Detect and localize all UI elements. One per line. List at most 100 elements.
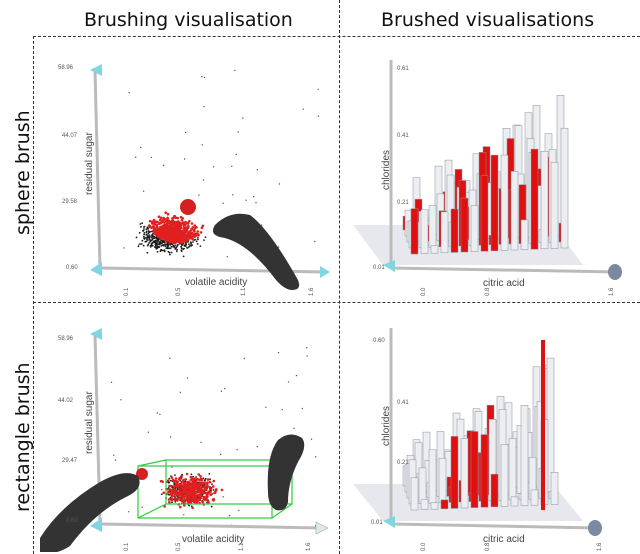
origin-handle[interactable] xyxy=(383,260,395,272)
selected-point xyxy=(158,218,162,222)
y-tick: 29.58 xyxy=(62,199,78,205)
selected-point xyxy=(182,495,186,499)
data-point xyxy=(142,190,145,192)
x-axis-label: citric acid xyxy=(483,278,525,289)
rect-bars-panel[interactable]: citric acid chlorides 0.60 0.41 0.21 0.0… xyxy=(343,306,638,552)
selected-point xyxy=(152,224,155,228)
data-point xyxy=(166,243,169,245)
y-axis-handle-top[interactable] xyxy=(90,328,102,340)
data-point xyxy=(150,236,153,239)
data-point xyxy=(142,244,145,247)
data-point xyxy=(278,183,281,185)
bar xyxy=(510,171,519,251)
brush-handle[interactable] xyxy=(212,213,300,290)
data-point xyxy=(150,244,153,247)
origin-handle[interactable] xyxy=(90,518,102,532)
y-axis xyxy=(93,69,102,269)
data-point xyxy=(135,156,137,158)
selected-point xyxy=(177,221,180,225)
selected-point xyxy=(184,230,188,234)
selected-point xyxy=(168,234,171,238)
y-axis-handle-top[interactable] xyxy=(90,64,102,76)
data-point xyxy=(176,248,179,251)
x-axis-handle-end[interactable] xyxy=(320,266,330,278)
selected-point xyxy=(167,479,170,482)
bar xyxy=(438,457,447,504)
data-point xyxy=(188,245,191,247)
brush-handle-right[interactable] xyxy=(267,434,305,511)
y-axis-label: residual sugar xyxy=(84,132,95,195)
sphere-brush[interactable] xyxy=(180,199,196,215)
origin-handle[interactable] xyxy=(383,516,395,528)
selected-point xyxy=(179,490,183,494)
y-tick: 58.96 xyxy=(58,336,74,342)
brush-handle-left[interactable] xyxy=(40,473,140,552)
bar xyxy=(560,127,569,249)
data-point xyxy=(155,241,158,244)
selected-point xyxy=(213,491,216,495)
x-axis-handle-end[interactable] xyxy=(315,521,329,535)
data-point xyxy=(168,481,170,484)
selected-point xyxy=(169,230,173,234)
data-point xyxy=(143,228,145,230)
selected-point xyxy=(180,484,184,487)
data-point xyxy=(182,255,185,258)
selected-point xyxy=(170,476,174,479)
data-point xyxy=(200,441,202,443)
selected-point xyxy=(161,480,164,483)
selected-point xyxy=(176,499,179,502)
selected-point xyxy=(178,232,182,235)
data-point xyxy=(160,245,163,247)
data-point xyxy=(170,251,173,254)
sphere-scatter-panel[interactable]: volatile acidity residual sugar 58.96 44… xyxy=(40,40,335,298)
bar xyxy=(440,211,449,254)
data-point xyxy=(203,76,206,79)
y-tick: 0.21 xyxy=(397,460,409,466)
data-point xyxy=(301,407,303,410)
x-axis-handle-end[interactable] xyxy=(588,520,602,536)
rect-scatter-panel[interactable]: volatile acidity residual sugar 58.96 44… xyxy=(40,306,335,552)
data-point xyxy=(173,246,176,248)
data-point xyxy=(169,357,171,359)
data-point xyxy=(314,240,316,243)
data-point xyxy=(147,236,150,239)
selected-point xyxy=(152,229,156,233)
data-point xyxy=(146,251,149,254)
bar xyxy=(440,499,449,510)
selected-point xyxy=(201,224,205,228)
selected-point xyxy=(175,236,179,239)
data-point xyxy=(151,238,154,241)
data-point xyxy=(198,194,200,196)
x-tick: 0.0 xyxy=(421,287,427,296)
data-point xyxy=(226,256,228,258)
scatter-points-selected xyxy=(159,472,224,510)
sphere-bars-panel[interactable]: citric acid chlorides 0.61 0.41 0.21 0.0… xyxy=(343,40,638,298)
x-axis-handle-end[interactable] xyxy=(608,264,622,280)
data-point xyxy=(281,409,283,411)
y-tick: 0.01 xyxy=(371,520,383,526)
selected-point xyxy=(184,237,188,241)
selected-point xyxy=(194,494,197,498)
selected-point xyxy=(184,498,188,501)
data-point xyxy=(232,194,234,196)
selected-point xyxy=(148,219,152,223)
data-point xyxy=(135,236,138,239)
data-point xyxy=(224,387,226,390)
data-point xyxy=(195,476,198,478)
brush-corner-handle[interactable] xyxy=(136,468,148,480)
data-point xyxy=(185,243,188,246)
data-point xyxy=(163,250,166,253)
selected-point xyxy=(202,495,206,499)
selected-point xyxy=(163,229,166,233)
scatter-points-selected xyxy=(147,211,205,245)
origin-handle[interactable] xyxy=(90,262,102,276)
data-point xyxy=(174,244,176,246)
data-point xyxy=(128,92,130,94)
selected-point xyxy=(197,473,201,476)
data-point xyxy=(145,230,148,233)
data-point xyxy=(212,166,215,168)
data-point xyxy=(317,88,319,90)
data-point xyxy=(158,245,160,248)
data-point xyxy=(148,241,151,244)
data-point xyxy=(160,493,163,496)
